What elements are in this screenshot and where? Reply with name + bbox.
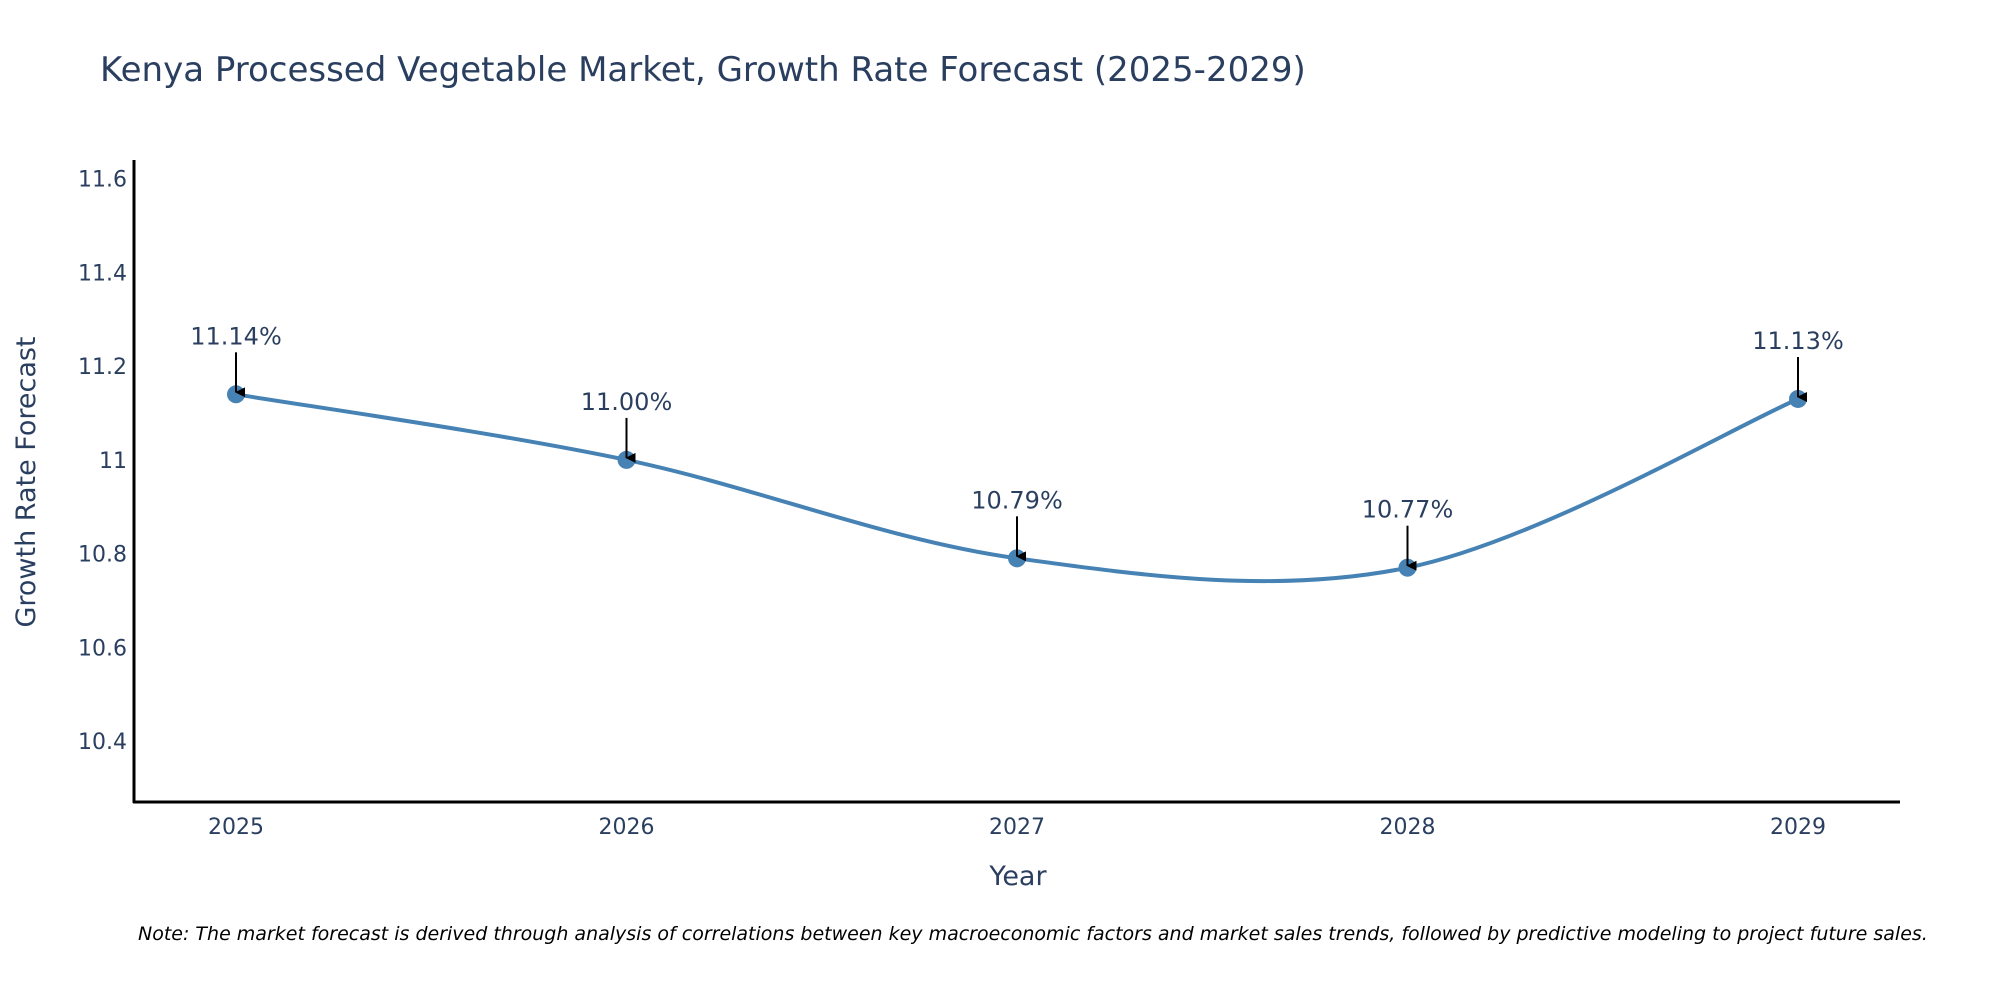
footnote: Note: The market forecast is derived thr… xyxy=(138,923,1928,945)
data-label: 10.77% xyxy=(1362,496,1454,524)
data-label: 10.79% xyxy=(971,486,1063,514)
data-label: 11.13% xyxy=(1752,327,1844,355)
y-tick-label: 11.2 xyxy=(78,355,127,380)
y-tick-label: 11 xyxy=(99,449,127,474)
y-axis-ticks: 10.4 10.6 10.8 11 11.2 11.4 11.6 xyxy=(78,168,127,755)
y-tick-label: 11.6 xyxy=(78,168,127,193)
x-tick-label: 2026 xyxy=(599,815,655,840)
x-tick-label: 2025 xyxy=(208,815,264,840)
data-annotations: 11.14% 11.00% 10.79% 10.77% 11.13% xyxy=(190,322,1844,571)
x-tick-label: 2028 xyxy=(1380,815,1436,840)
x-tick-label: 2027 xyxy=(989,815,1045,840)
data-label: 11.14% xyxy=(190,322,282,350)
y-tick-label: 10.6 xyxy=(78,636,127,661)
y-tick-label: 11.4 xyxy=(78,261,127,286)
chart-title: Kenya Processed Vegetable Market, Growth… xyxy=(100,50,1306,90)
x-axis-title: Year xyxy=(988,861,1047,892)
y-tick-label: 10.4 xyxy=(78,730,127,755)
y-axis-title: Growth Rate Forecast xyxy=(11,336,42,627)
data-label: 11.00% xyxy=(581,388,673,416)
x-axis-ticks: 2025 2026 2027 2028 2029 xyxy=(208,815,1826,840)
x-tick-label: 2029 xyxy=(1770,815,1826,840)
y-tick-label: 10.8 xyxy=(78,543,127,568)
